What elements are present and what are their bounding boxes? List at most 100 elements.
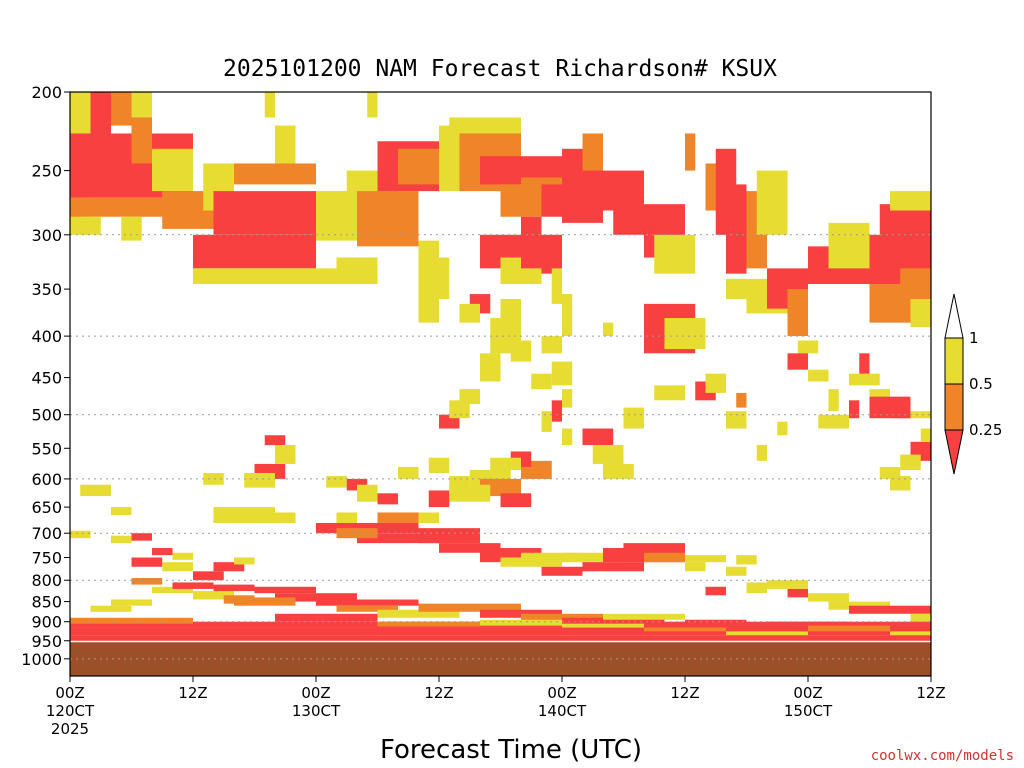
x-tick-label: 00Z xyxy=(301,684,330,702)
heatmap-cell xyxy=(172,552,193,560)
y-tick-label: 550 xyxy=(31,439,62,458)
x-tick-label: 130CT xyxy=(292,702,341,720)
heatmap-cell xyxy=(213,584,255,592)
heatmap-cell xyxy=(121,216,142,241)
x-tick-label: 12Z xyxy=(670,684,699,702)
heatmap-cell xyxy=(808,593,849,602)
y-tick-label: 1000 xyxy=(21,650,62,669)
x-tick-label: 120CT xyxy=(46,702,95,720)
heatmap-cell xyxy=(500,299,521,332)
y-tick-label: 950 xyxy=(31,632,62,651)
heatmap-cell xyxy=(551,400,562,422)
heatmap-cell xyxy=(264,435,286,446)
heatmap-cell xyxy=(428,490,450,508)
x-axis-label: Forecast Time (UTC) xyxy=(380,735,642,765)
heatmap-cell xyxy=(603,613,685,620)
heatmap-cell xyxy=(449,484,491,502)
heatmap-cell xyxy=(336,512,357,523)
heatmap-cell xyxy=(582,133,603,171)
heatmap-cell xyxy=(377,493,398,505)
x-tick-label: 00Z xyxy=(793,684,822,702)
heatmap-cell xyxy=(111,507,132,516)
heatmap-cell xyxy=(70,617,193,624)
heatmap-cell xyxy=(562,428,573,446)
heatmap-cell xyxy=(541,411,552,432)
legend-swatch-orange xyxy=(944,383,964,431)
heatmap-cell xyxy=(234,557,255,565)
y-tick-label: 900 xyxy=(31,613,62,632)
heatmap-cell xyxy=(603,170,644,211)
heatmap-cell xyxy=(551,268,562,304)
heatmap-cell xyxy=(551,361,573,386)
x-tick-label: 00Z xyxy=(547,684,576,702)
heatmap-cell xyxy=(828,601,890,610)
heatmap-cell xyxy=(890,475,911,491)
chart-title: 2025101200 NAM Forecast Richardson# KSUX xyxy=(223,56,777,82)
heatmap-cell xyxy=(603,322,614,337)
heatmap-cells xyxy=(70,92,931,642)
heatmap-cell xyxy=(521,613,603,622)
heatmap-cell xyxy=(726,411,747,429)
heatmap-cell xyxy=(767,580,808,589)
heatmap-cell xyxy=(685,555,726,563)
heatmap-cell xyxy=(900,268,931,290)
ground-fill xyxy=(70,640,931,676)
heatmap-cell xyxy=(890,403,911,419)
heatmap-cell xyxy=(152,586,193,594)
x-tick-label: 12Z xyxy=(424,684,453,702)
heatmap-cell xyxy=(70,530,91,539)
heatmap-cell xyxy=(890,191,931,211)
heatmap-cell xyxy=(480,619,562,626)
heatmap-cell xyxy=(336,528,378,539)
heatmap-cell xyxy=(152,148,193,192)
credit-link[interactable]: coolwx.com/models xyxy=(871,748,1014,764)
heatmap-cell xyxy=(664,318,706,350)
heatmap-cell xyxy=(316,522,419,534)
heatmap-cell xyxy=(562,389,573,408)
heatmap-cell xyxy=(131,533,152,541)
y-axis-ticks: 200 250 300 350 400 450 500 550 600 650 700 750 800 8… xyxy=(21,83,70,669)
heatmap-cell xyxy=(500,493,532,508)
heatmap-cell xyxy=(213,562,245,572)
heatmap-cell xyxy=(346,478,368,491)
y-tick-label: 200 xyxy=(31,83,62,102)
x-tick-label: 12Z xyxy=(178,684,207,702)
heatmap-cell xyxy=(603,463,634,479)
x-tick-label: 00Z xyxy=(55,684,84,702)
y-tick-label: 800 xyxy=(31,571,62,590)
ground-area xyxy=(70,641,931,676)
heatmap-cell xyxy=(264,92,275,118)
heatmap-cell xyxy=(644,627,726,632)
heatmap-cell xyxy=(480,353,501,382)
heatmap-cell xyxy=(131,92,152,118)
y-tick-label: 850 xyxy=(31,593,62,612)
heatmap-cell xyxy=(828,389,839,412)
colorbar-legend: 1 0.5 0.25 xyxy=(944,293,1002,475)
heatmap-cell xyxy=(849,605,890,614)
heatmap-cell xyxy=(879,466,901,479)
heatmap-cell xyxy=(582,562,644,572)
heatmap-cell xyxy=(582,428,614,446)
heatmap-cell xyxy=(777,421,788,436)
heatmap-cell xyxy=(787,289,808,337)
heatmap-cell xyxy=(562,623,644,628)
x-tick-label: 140CT xyxy=(538,702,587,720)
heatmap-cell xyxy=(111,535,132,544)
heatmap-cell xyxy=(336,257,378,285)
heatmap-cell xyxy=(787,588,808,598)
heatmap-cell xyxy=(70,635,931,642)
heatmap-cell xyxy=(152,547,173,556)
heatmap-cell xyxy=(623,543,685,553)
heatmap-cell xyxy=(890,605,931,614)
heatmap-cell xyxy=(275,445,296,464)
heatmap-cell xyxy=(654,385,685,401)
heatmap-cell xyxy=(377,512,419,523)
heatmap-cell xyxy=(562,552,624,563)
x-tick-label: 2025 xyxy=(51,720,89,738)
heatmap-cell xyxy=(736,392,747,408)
heatmap-cell xyxy=(900,454,921,470)
heatmap-cell xyxy=(685,562,706,572)
heatmap-cell xyxy=(275,125,296,164)
heatmap-cell xyxy=(111,92,132,126)
heatmap-cell xyxy=(623,407,644,429)
